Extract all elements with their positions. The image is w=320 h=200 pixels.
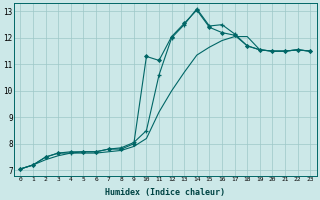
X-axis label: Humidex (Indice chaleur): Humidex (Indice chaleur) [105, 188, 225, 197]
